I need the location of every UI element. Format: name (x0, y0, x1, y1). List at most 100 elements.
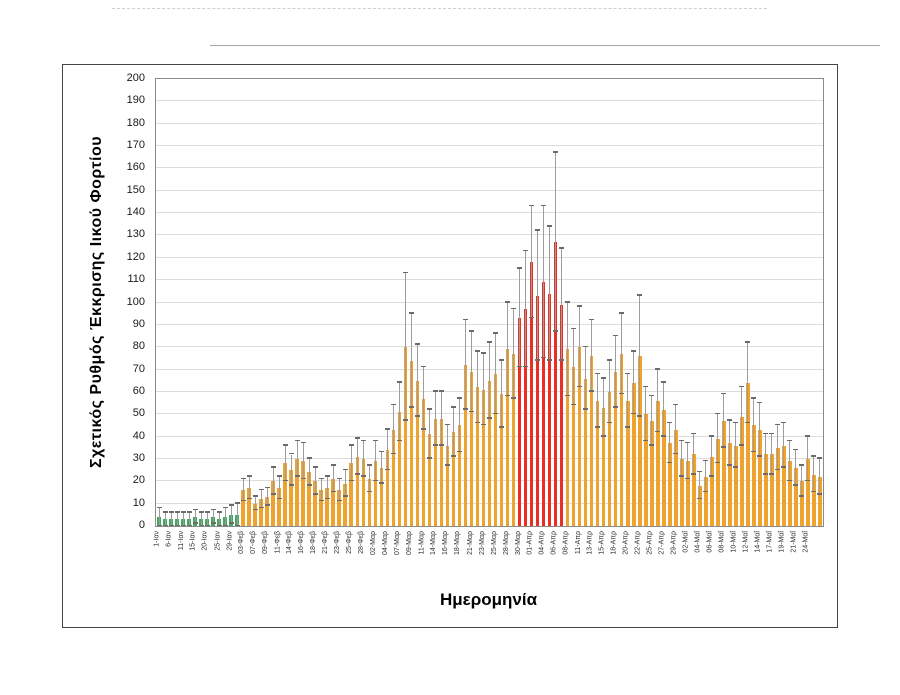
error-bar-cap (727, 419, 733, 421)
bar (740, 416, 744, 526)
x-tick-label: 16-Μαρ (442, 531, 450, 555)
error-bar-cap (505, 301, 511, 303)
error-bar-cap (216, 524, 222, 526)
error-bar-cap (697, 470, 703, 473)
error-bar-cap (162, 524, 168, 526)
bar (673, 429, 678, 526)
bar (511, 353, 516, 526)
error-bar-cap (282, 444, 288, 446)
error-bar (278, 476, 280, 500)
bar (589, 356, 594, 526)
bar (722, 420, 726, 526)
error-bar-cap (408, 312, 414, 314)
bar (716, 438, 720, 526)
error-bar-cap (547, 225, 553, 227)
error-bar-cap (721, 446, 727, 448)
bar (487, 380, 492, 526)
bar (265, 496, 269, 526)
error-bar-cap (228, 522, 234, 524)
error-bar-cap (300, 441, 306, 444)
error-bar-cap (366, 490, 372, 493)
error-bar-cap (571, 327, 577, 330)
error-bar-cap (252, 508, 258, 511)
bar (445, 445, 450, 526)
bar (788, 461, 792, 526)
error-bar-cap (354, 437, 360, 439)
error-bar-cap (799, 495, 805, 497)
error-bar-cap (553, 330, 559, 332)
error-bar-cap (246, 497, 252, 500)
bar (313, 481, 318, 526)
bar (247, 488, 251, 526)
error-bar-cap (817, 493, 823, 495)
error-bar (176, 512, 178, 526)
error-bar (272, 467, 274, 495)
error-bar-cap (805, 479, 811, 482)
error-bar (723, 394, 725, 448)
error-bar-cap (270, 493, 276, 495)
error-bar-cap (156, 506, 162, 509)
error-bar-cap (757, 401, 763, 404)
error-bar-cap (336, 499, 342, 502)
error-bar (212, 510, 214, 524)
bar (379, 467, 384, 526)
error-bar-cap (661, 381, 667, 383)
error-bar-cap (775, 423, 781, 426)
error-bar-cap (679, 439, 685, 442)
error-bar-cap (559, 247, 565, 249)
error-bar-cap (234, 502, 240, 504)
x-tick-label: 04-Μαΐ (694, 531, 702, 553)
error-bar-cap (685, 441, 691, 444)
bar (277, 488, 281, 526)
error-bar (765, 434, 767, 475)
error-bar-cap (529, 316, 535, 319)
error-bar (290, 454, 292, 486)
error-bar-cap (342, 468, 348, 471)
y-tick-labels: 0 10 20 30 40 50 60 70 80 90 100 110 120 130 140 150 160… (112, 72, 150, 531)
x-tick-label: 08-Μαΐ (718, 531, 726, 553)
error-bar-cap (811, 455, 817, 457)
error-bar (374, 441, 376, 482)
plot-area (155, 78, 824, 527)
x-tick-label: 27-Απρ (658, 531, 666, 555)
x-tick-label: 01-Απρ (526, 531, 534, 555)
error-bar-cap (499, 426, 505, 428)
bar (241, 490, 245, 526)
bar (499, 394, 504, 526)
error-bar-cap (330, 490, 336, 493)
x-tick-label: 20-Απρ (622, 531, 630, 555)
y-tick-label: 80 (132, 340, 145, 353)
error-bar-cap (378, 450, 384, 453)
bar (625, 400, 630, 526)
error-bar (753, 398, 755, 453)
error-bar-cap (432, 390, 438, 392)
error-bar-cap (817, 457, 823, 459)
error-bar-cap (781, 466, 787, 468)
bar (367, 479, 372, 526)
error-bar-cap (655, 430, 661, 433)
error-bar-cap (751, 450, 757, 453)
error-bar-cap (204, 511, 210, 513)
error-bar (296, 441, 298, 477)
bar (259, 499, 263, 526)
error-bar-cap (264, 504, 270, 506)
bar (289, 470, 293, 526)
error-bar-cap (625, 426, 631, 428)
error-bar-cap (270, 466, 276, 468)
error-bar-cap (607, 359, 613, 361)
error-bar (260, 490, 262, 509)
y-tick-label: 170 (126, 139, 145, 152)
page-artifact-dashed-line (112, 8, 767, 9)
error-bar-cap (601, 377, 607, 379)
error-bar-cap (402, 271, 408, 274)
error-bar-cap (300, 477, 306, 480)
bar (679, 458, 684, 526)
x-tick-label: 06-Απρ (550, 531, 558, 555)
error-bar-cap (348, 444, 354, 446)
error-bar-cap (306, 457, 312, 459)
error-bar-cap (511, 307, 517, 310)
bar (307, 472, 312, 526)
error-bar-cap (438, 444, 444, 446)
bar (746, 382, 750, 526)
bar (607, 391, 612, 526)
